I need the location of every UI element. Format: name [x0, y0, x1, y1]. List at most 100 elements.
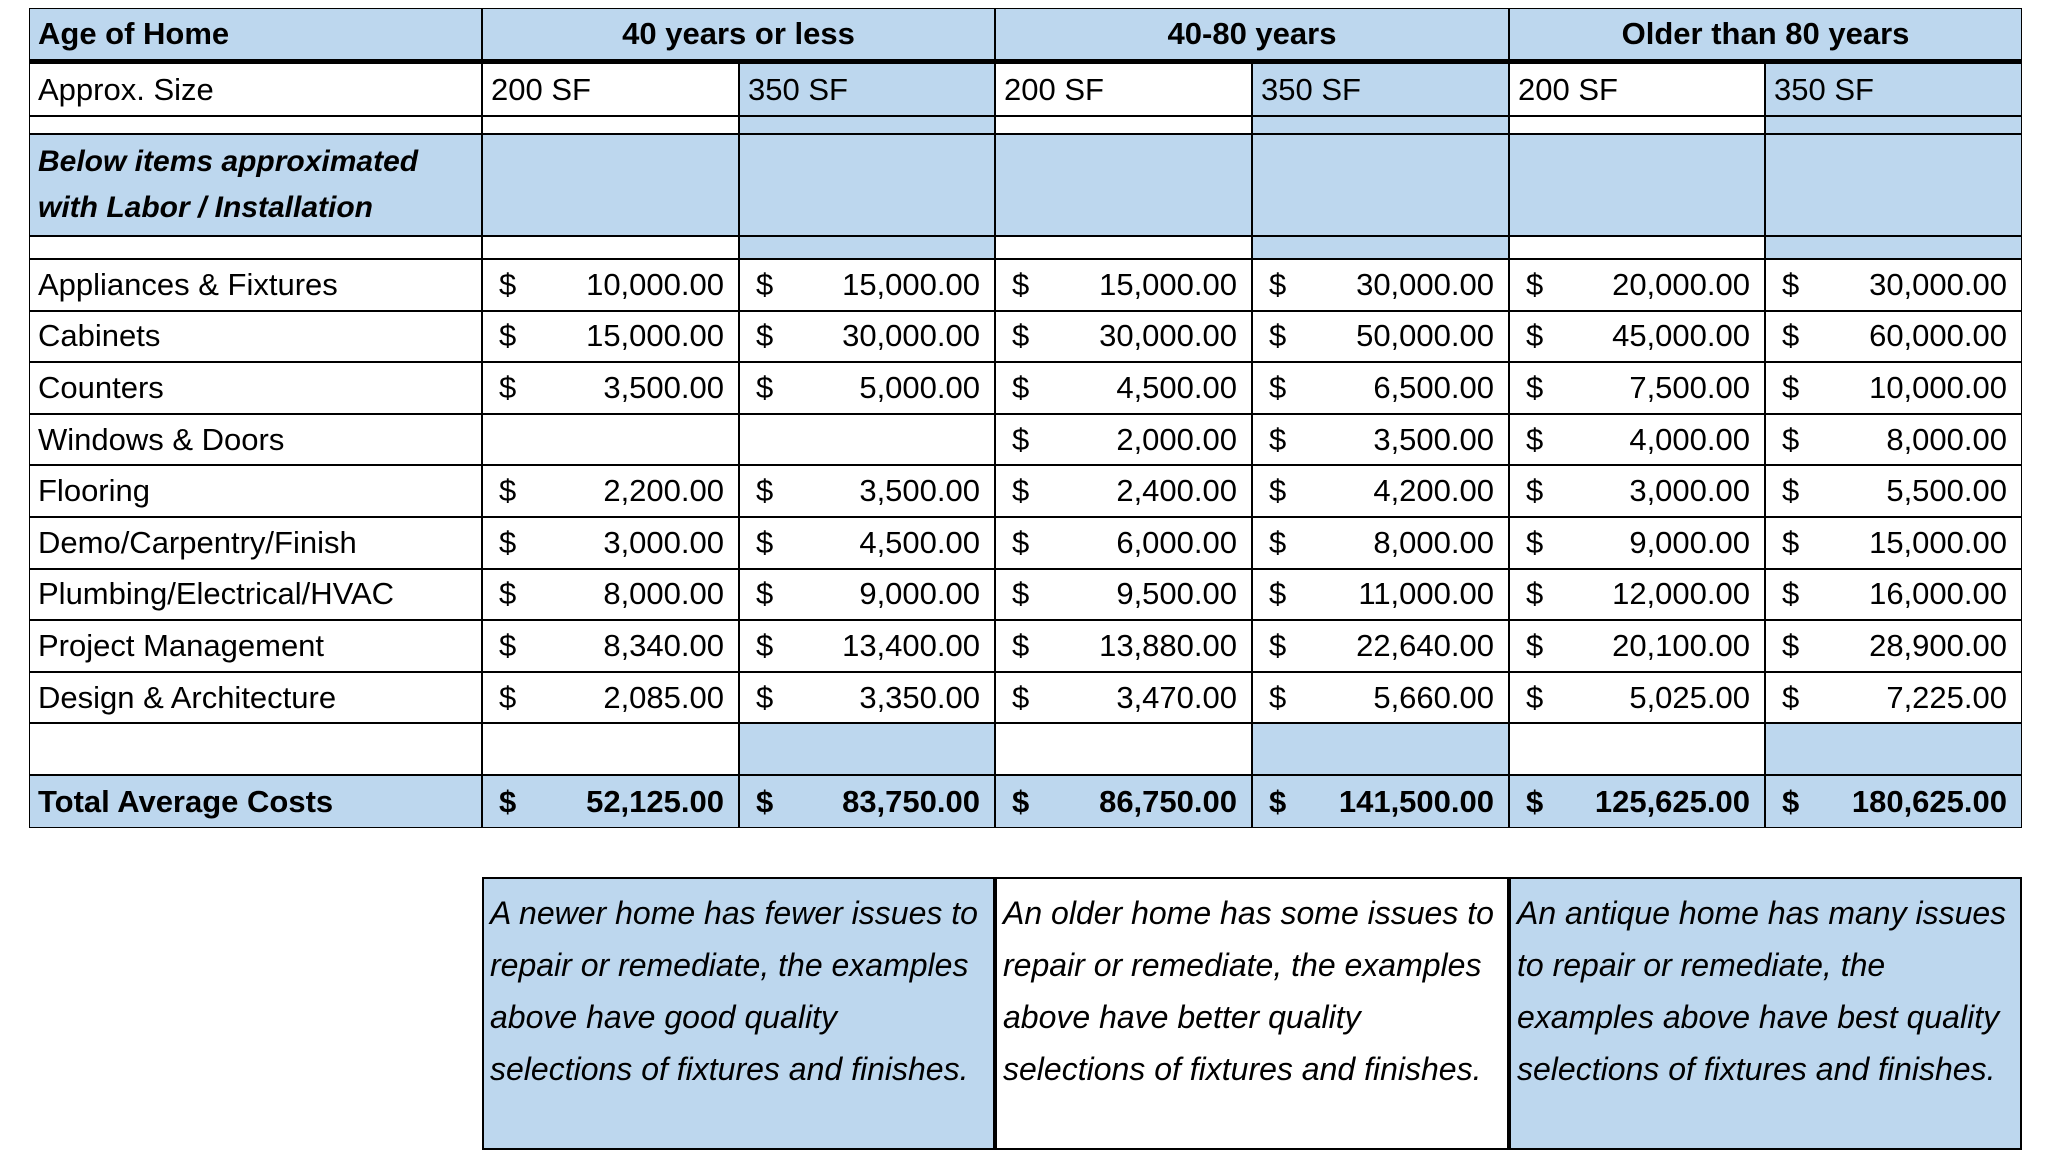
- amount: 5,500.00: [1886, 473, 2007, 509]
- currency-symbol: $: [1012, 576, 1030, 612]
- amount: 7,500.00: [1629, 369, 1750, 405]
- description: An antique home has many issues to repai…: [1509, 877, 2022, 1150]
- cost-cell: $45,000.00: [1509, 310, 1765, 363]
- row-label: Cabinets: [29, 310, 482, 363]
- blank-cell: [739, 236, 995, 259]
- currency-symbol: $: [1782, 473, 1800, 509]
- cost-cell: $2,400.00: [995, 465, 1252, 517]
- cost-cell: $3,500.00: [482, 362, 739, 414]
- row-label: Counters: [29, 362, 482, 414]
- amount: 3,470.00: [1116, 679, 1237, 715]
- amount: 141,500.00: [1338, 783, 1494, 819]
- amount: 15,000.00: [842, 266, 980, 302]
- blank-cell: [29, 116, 482, 134]
- total-cell: $86,750.00: [995, 775, 1252, 829]
- size-cell: 200 SF: [482, 60, 739, 116]
- cost-cell: $30,000.00: [1765, 259, 2022, 311]
- total-cell: $125,625.00: [1509, 775, 1765, 829]
- blank-cell: [1252, 134, 1509, 236]
- currency-symbol: $: [1012, 266, 1030, 302]
- blank-cell: [995, 236, 1252, 259]
- row-label: Project Management: [29, 620, 482, 672]
- blank-cell: [995, 723, 1252, 776]
- currency-symbol: $: [756, 783, 774, 819]
- amount: 3,000.00: [1629, 473, 1750, 509]
- blank-cell: [739, 134, 995, 236]
- amount: 52,125.00: [586, 783, 724, 819]
- header-group: 40-80 years: [995, 8, 1509, 60]
- cost-cell: $13,400.00: [739, 620, 995, 672]
- cost-cell: $10,000.00: [482, 259, 739, 311]
- cost-cell: $15,000.00: [995, 259, 1252, 311]
- currency-symbol: $: [1782, 524, 1800, 560]
- total-label: Total Average Costs: [29, 775, 482, 829]
- amount: 20,100.00: [1612, 627, 1750, 663]
- amount: 4,200.00: [1373, 473, 1494, 509]
- amount: 9,500.00: [1116, 576, 1237, 612]
- currency-symbol: $: [756, 627, 774, 663]
- cost-cell: $15,000.00: [482, 310, 739, 363]
- amount: 9,000.00: [1629, 524, 1750, 560]
- cost-cell: $28,900.00: [1765, 620, 2022, 672]
- blank-cell: [1509, 723, 1765, 776]
- currency-symbol: $: [499, 266, 517, 302]
- currency-symbol: $: [1269, 421, 1287, 457]
- amount: 15,000.00: [1099, 266, 1237, 302]
- currency-symbol: $: [756, 679, 774, 715]
- amount: 60,000.00: [1869, 318, 2007, 354]
- currency-symbol: $: [499, 318, 517, 354]
- currency-symbol: $: [1012, 627, 1030, 663]
- currency-symbol: $: [756, 266, 774, 302]
- blank-cell: [1252, 723, 1509, 776]
- cost-cell: $15,000.00: [1765, 517, 2022, 569]
- cost-cell: $22,640.00: [1252, 620, 1509, 672]
- amount: 4,500.00: [859, 524, 980, 560]
- amount: 3,500.00: [1373, 421, 1494, 457]
- amount: 9,000.00: [859, 576, 980, 612]
- currency-symbol: $: [1012, 783, 1030, 819]
- amount: 83,750.00: [842, 783, 980, 819]
- currency-symbol: $: [1526, 421, 1544, 457]
- currency-symbol: $: [1526, 524, 1544, 560]
- currency-symbol: $: [499, 369, 517, 405]
- amount: 20,000.00: [1612, 266, 1750, 302]
- currency-symbol: $: [756, 473, 774, 509]
- cost-cell: $3,350.00: [739, 671, 995, 724]
- cost-cell: $12,000.00: [1509, 568, 1765, 621]
- cost-cell: $5,660.00: [1252, 671, 1509, 724]
- cost-cell: $30,000.00: [1252, 259, 1509, 311]
- amount: 2,200.00: [603, 473, 724, 509]
- cost-cell: $20,100.00: [1509, 620, 1765, 672]
- amount: 3,500.00: [603, 369, 724, 405]
- amount: 7,225.00: [1886, 679, 2007, 715]
- amount: 8,000.00: [1373, 524, 1494, 560]
- cost-cell: $8,340.00: [482, 620, 739, 672]
- cost-cell: $2,200.00: [482, 465, 739, 517]
- amount: 30,000.00: [1356, 266, 1494, 302]
- blank-cell: [29, 236, 482, 259]
- amount: 12,000.00: [1612, 576, 1750, 612]
- blank-cell: [1509, 116, 1765, 134]
- cost-cell: $3,000.00: [482, 517, 739, 569]
- amount: 11,000.00: [1358, 576, 1494, 612]
- amount: 3,350.00: [859, 679, 980, 715]
- currency-symbol: $: [499, 679, 517, 715]
- currency-symbol: $: [1526, 266, 1544, 302]
- currency-symbol: $: [499, 627, 517, 663]
- cost-cell: $30,000.00: [739, 310, 995, 363]
- currency-symbol: $: [1012, 679, 1030, 715]
- currency-symbol: $: [1269, 318, 1287, 354]
- description: An older home has some issues to repair …: [995, 877, 1509, 1150]
- cost-cell: $5,500.00: [1765, 465, 2022, 517]
- currency-symbol: $: [1012, 369, 1030, 405]
- cost-cell: [482, 413, 739, 466]
- cost-cell: $8,000.00: [1252, 517, 1509, 569]
- blank-cell: [1765, 236, 2022, 259]
- row-label: Design & Architecture: [29, 671, 482, 724]
- currency-symbol: $: [1782, 627, 1800, 663]
- currency-symbol: $: [1782, 679, 1800, 715]
- cost-cell: $3,500.00: [739, 465, 995, 517]
- amount: 45,000.00: [1612, 318, 1750, 354]
- currency-symbol: $: [1782, 266, 1800, 302]
